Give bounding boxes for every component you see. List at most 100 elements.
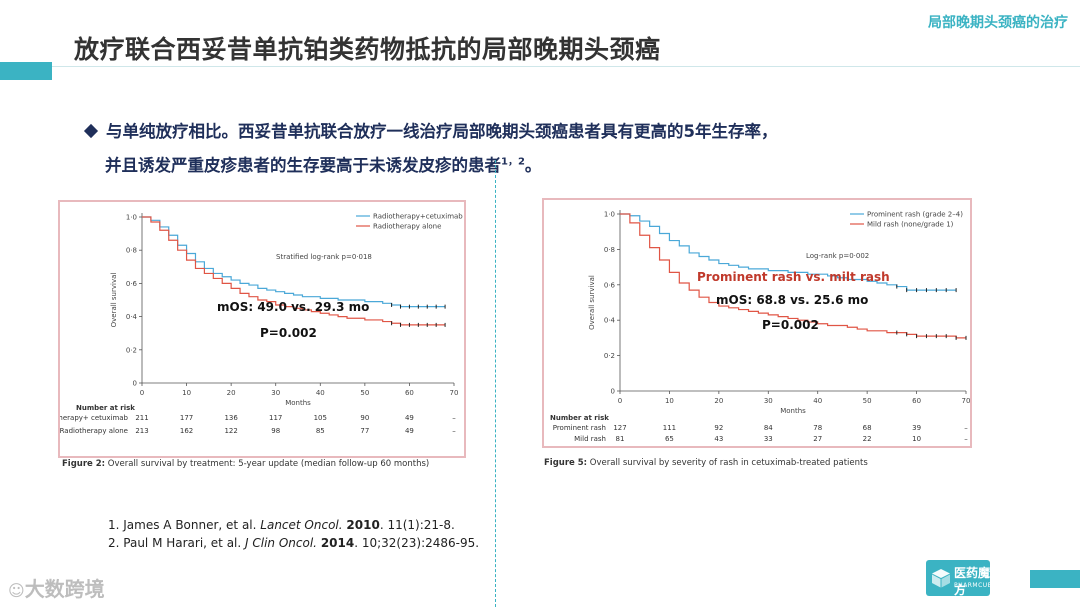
annotation-mos: mOS: 68.8 vs. 25.6 mo bbox=[716, 293, 868, 307]
risk-count: – bbox=[452, 427, 456, 435]
legend-label-2: Mild rash (none/grade 1) bbox=[867, 221, 954, 229]
caption-left-text: Overall survival by treatment: 5-year up… bbox=[105, 459, 430, 469]
ref1-journal: Lancet Oncol. bbox=[260, 518, 343, 532]
legend-label-2: Radiotherapy alone bbox=[373, 223, 441, 231]
risk-count: 90 bbox=[360, 414, 369, 422]
diamond-bullet-icon bbox=[83, 123, 99, 139]
column-divider bbox=[495, 160, 496, 607]
y-tick-label: 1·0 bbox=[604, 211, 615, 219]
risk-table-title: Number at risk bbox=[76, 404, 135, 412]
x-tick-label: 10 bbox=[665, 397, 674, 405]
x-tick-label: 10 bbox=[182, 389, 191, 397]
risk-count: 98 bbox=[271, 427, 280, 435]
y-axis-label: Overall survival bbox=[588, 275, 596, 330]
series-line-2 bbox=[142, 216, 446, 326]
accent-bar bbox=[0, 62, 52, 80]
risk-count: 68 bbox=[863, 424, 872, 432]
y-tick-label: 0·6 bbox=[604, 281, 616, 289]
series-line-1 bbox=[620, 213, 957, 291]
series-line-2 bbox=[620, 213, 966, 339]
figure-caption-right: Figure 5: Overall survival by severity o… bbox=[544, 458, 868, 468]
y-tick-label: 0·2 bbox=[126, 346, 137, 354]
risk-row-label-1: Radiotherapy+ cetuximab bbox=[60, 414, 129, 422]
risk-count: 84 bbox=[764, 424, 773, 432]
bullet-text-2-end: 。 bbox=[524, 156, 542, 175]
risk-count: – bbox=[964, 435, 968, 443]
citation-superscript: 1，2 bbox=[501, 156, 525, 168]
risk-count: 136 bbox=[224, 414, 238, 422]
figure-caption-left: Figure 2: Overall survival by treatment:… bbox=[62, 459, 429, 469]
risk-count: 105 bbox=[314, 414, 327, 422]
x-tick-label: 60 bbox=[912, 397, 921, 405]
risk-count: 77 bbox=[360, 427, 369, 435]
ref2-journal: J Clin Oncol. bbox=[245, 536, 317, 550]
footer-accent-bar bbox=[1030, 570, 1080, 588]
annotation-p: P=0.002 bbox=[762, 318, 819, 332]
watermark-icon: ☺ bbox=[8, 581, 25, 600]
y-tick-label: 0·6 bbox=[126, 280, 138, 288]
risk-count: 162 bbox=[180, 427, 193, 435]
y-tick-label: 1·0 bbox=[126, 214, 137, 222]
x-tick-label: 50 bbox=[863, 397, 872, 405]
section-label: 局部晚期头颈癌的治疗 bbox=[928, 15, 1068, 31]
x-tick-label: 30 bbox=[764, 397, 773, 405]
brand-logo: 医药魔方 PHARMCUBE bbox=[926, 560, 996, 597]
risk-count: – bbox=[452, 414, 456, 422]
bullet-line-1: 与单纯放疗相比。西妥昔单抗联合放疗一线治疗局部晚期头颈癌患者具有更高的5年生存率… bbox=[83, 118, 777, 142]
risk-count: 10 bbox=[912, 435, 921, 443]
risk-count: 27 bbox=[813, 435, 822, 443]
y-tick-label: 0 bbox=[133, 380, 137, 388]
page-title: 放疗联合西妥昔单抗铂类药物抵抗的局部晚期头颈癌 bbox=[74, 35, 661, 64]
watermark: ☺大数跨境 bbox=[8, 573, 105, 602]
risk-count: 78 bbox=[813, 424, 822, 432]
risk-count: 85 bbox=[316, 427, 325, 435]
ref2-authors: 2. Paul M Harari, et al. bbox=[108, 536, 246, 550]
x-tick-label: 30 bbox=[271, 389, 280, 397]
risk-row-label-1: Prominent rash bbox=[553, 424, 606, 432]
ref1-year: 2010 bbox=[346, 518, 380, 532]
y-tick-label: 0 bbox=[611, 388, 615, 396]
risk-row-label-2: Mild rash bbox=[574, 435, 606, 443]
ref1-authors: 1. James A Bonner, et al. bbox=[108, 518, 261, 532]
x-tick-label: 20 bbox=[714, 397, 723, 405]
risk-count: – bbox=[964, 424, 968, 432]
annotation-mos: mOS: 49.0 vs. 29.3 mo bbox=[217, 300, 369, 314]
x-tick-label: 0 bbox=[618, 397, 622, 405]
watermark-text: 大数跨境 bbox=[24, 577, 105, 601]
ref2-year: 2014 bbox=[320, 536, 355, 550]
x-tick-label: 40 bbox=[813, 397, 822, 405]
km-chart-left: 0 0·2 0·4 0·6 0·8 1·0 0 10 20 30 40 50 60 70 Months Ove… bbox=[36, 213, 463, 436]
logrank-label: Log-rank p=0·002 bbox=[806, 252, 869, 260]
caption-left-label: Figure 2: bbox=[62, 459, 106, 469]
y-tick-label: 0·2 bbox=[604, 352, 615, 360]
brand-subtitle: PHARMCUBE bbox=[954, 582, 997, 589]
risk-count: 65 bbox=[665, 435, 674, 443]
x-axis-label: Months bbox=[780, 407, 806, 415]
x-tick-label: 60 bbox=[405, 389, 414, 397]
risk-count: 122 bbox=[224, 427, 237, 435]
x-tick-label: 20 bbox=[227, 389, 236, 397]
y-tick-label: 0·4 bbox=[604, 317, 616, 325]
risk-count: 211 bbox=[135, 414, 148, 422]
caption-right-label: Figure 5: bbox=[544, 458, 588, 468]
risk-count: 43 bbox=[714, 435, 723, 443]
bullet-line-2: 并且诱发严重皮疹患者的生存要高于未诱发皮疹的患者1，2。 bbox=[105, 152, 541, 176]
y-tick-label: 0·8 bbox=[604, 246, 615, 254]
x-axis-label: Months bbox=[285, 399, 311, 407]
risk-table-title: Number at risk bbox=[550, 414, 609, 422]
bullet-text-2: 并且诱发严重皮疹患者的生存要高于未诱发皮疹的患者 bbox=[105, 156, 501, 175]
title-divider bbox=[52, 66, 1080, 67]
risk-count: 117 bbox=[269, 414, 282, 422]
risk-count: 81 bbox=[616, 435, 625, 443]
cube-icon bbox=[932, 569, 950, 588]
risk-count: 111 bbox=[663, 424, 676, 432]
x-tick-label: 70 bbox=[962, 397, 970, 405]
references: 1. James A Bonner, et al. Lancet Oncol. … bbox=[108, 516, 479, 552]
y-axis-label: Overall survival bbox=[110, 273, 118, 328]
y-tick-label: 0·4 bbox=[126, 313, 138, 321]
annotation-title: Prominent rash vs. milt rash bbox=[697, 270, 890, 284]
risk-count: 49 bbox=[405, 427, 414, 435]
risk-count: 177 bbox=[180, 414, 193, 422]
risk-row-label-2: Radiotherapy alone bbox=[60, 427, 128, 435]
caption-right-text: Overall survival by severity of rash in … bbox=[587, 458, 868, 468]
